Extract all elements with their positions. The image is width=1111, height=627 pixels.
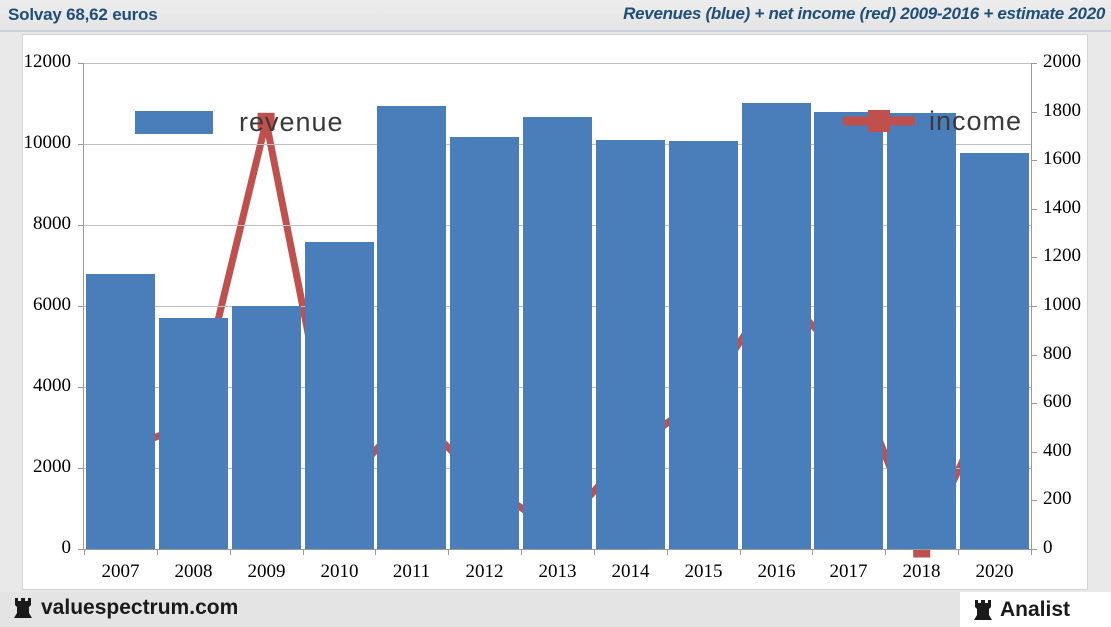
bar-revenue[interactable]: [814, 112, 883, 549]
category-axis-tick: [1031, 549, 1032, 555]
legend-revenue-label: revenue: [239, 107, 344, 137]
right-axis-label: 1200: [1043, 245, 1081, 266]
category-axis-tick: [230, 549, 231, 555]
right-axis-tick: [1031, 209, 1037, 210]
brand[interactable]: valuespectrum.com: [12, 595, 238, 621]
category-label: 2009: [247, 561, 286, 582]
right-axis-tick: [1031, 355, 1037, 356]
left-axis-tick: [78, 387, 84, 388]
left-axis-tick: [78, 144, 84, 145]
category-axis-tick: [84, 549, 85, 555]
left-axis-tick: [78, 306, 84, 307]
right-axis-tick: [1031, 549, 1037, 550]
category-axis-tick: [740, 549, 741, 555]
income-marker[interactable]: 2009: 1760: [257, 112, 275, 130]
plot-area: 2007: 4052008: 5202009: 17602010: 245201…: [84, 63, 1031, 558]
analyst-label: Analist: [1000, 597, 1071, 621]
right-axis-tick: [1031, 63, 1037, 64]
chess-rook-icon: [14, 598, 32, 618]
bar-revenue[interactable]: [450, 137, 519, 549]
category-label: 2017: [829, 561, 868, 582]
right-axis-label: 1000: [1043, 294, 1081, 315]
legend-revenue-swatch: [135, 111, 213, 134]
bar-revenue[interactable]: [523, 117, 592, 549]
legend-income-marker-icon: [843, 110, 915, 132]
right-axis-tick: [1031, 452, 1037, 453]
legend-income[interactable]: income: [841, 104, 1022, 138]
gridline: [84, 63, 1031, 64]
category-label: 2012: [465, 561, 504, 582]
right-axis-label: 400: [1043, 440, 1072, 461]
category-axis-tick: [667, 549, 668, 555]
right-axis-tick: [1031, 500, 1037, 501]
category-axis-tick: [594, 549, 595, 555]
left-axis-label: 10000: [23, 132, 72, 153]
right-axis-tick: [1031, 306, 1037, 307]
category-axis-tick: [157, 549, 158, 555]
category-axis-tick: [958, 549, 959, 555]
bar-revenue[interactable]: [887, 113, 956, 549]
bar-revenue[interactable]: [159, 318, 228, 549]
category-axis-tick: [375, 549, 376, 555]
bar-revenue[interactable]: [232, 306, 301, 549]
category-axis-tick: [812, 549, 813, 555]
analyst-badge[interactable]: Analist: [960, 592, 1111, 627]
category-axis-tick: [521, 549, 522, 555]
right-axis-tick: [1031, 403, 1037, 404]
right-axis-label: 600: [1043, 391, 1072, 412]
right-axis-label: 800: [1043, 343, 1072, 364]
right-axis-label: 2000: [1043, 51, 1081, 72]
page-title: Solvay 68,62 euros: [8, 5, 158, 24]
category-axis-tick: [448, 549, 449, 555]
right-axis-tick: [1031, 160, 1037, 161]
category-label: 2010: [320, 561, 359, 582]
bar-revenue[interactable]: [86, 274, 155, 549]
right-axis-label: 200: [1043, 488, 1072, 509]
chart-panel: 2007: 4052008: 5202009: 17602010: 245201…: [22, 34, 1088, 590]
left-axis-label: 4000: [33, 375, 71, 396]
page-subtitle: Revenues (blue) + net income (red) 2009-…: [623, 4, 1105, 23]
left-axis-tick: [78, 468, 84, 469]
category-label: 2020: [975, 561, 1014, 582]
category-label: 2013: [538, 561, 577, 582]
category-label: 2008: [174, 561, 213, 582]
right-axis-tick: [1031, 112, 1037, 113]
header-divider: [0, 30, 1111, 32]
legend-revenue[interactable]: revenue: [135, 107, 344, 138]
right-axis-label: 1800: [1043, 100, 1081, 121]
left-axis-tick: [78, 549, 84, 550]
category-axis: [84, 549, 1032, 550]
left-axis-label: 6000: [33, 294, 71, 315]
left-axis-label: 0: [61, 537, 72, 558]
bar-revenue[interactable]: [596, 140, 665, 549]
category-label: 2007: [101, 561, 140, 582]
category-label: 2016: [757, 561, 796, 582]
category-label: 2018: [902, 561, 941, 582]
bar-revenue[interactable]: [669, 141, 738, 549]
left-axis-tick: [78, 63, 84, 64]
left-axis-label: 12000: [23, 51, 72, 72]
right-axis-label: 0: [1043, 537, 1053, 558]
header-bar: Solvay 68,62 euros Revenues (blue) + net…: [0, 0, 1111, 31]
left-axis-label: 8000: [33, 213, 71, 234]
right-axis-label: 1400: [1043, 197, 1081, 218]
bar-revenue[interactable]: [960, 153, 1029, 549]
bar-revenue[interactable]: [742, 103, 811, 549]
category-label: 2015: [684, 561, 723, 582]
right-axis-tick: [1031, 257, 1037, 258]
left-axis-tick: [78, 225, 84, 226]
category-label: 2011: [392, 561, 431, 582]
right-axis-label: 1600: [1043, 148, 1081, 169]
left-axis-label: 2000: [33, 456, 71, 477]
chess-rook-icon: [974, 599, 992, 620]
bar-revenue[interactable]: [305, 242, 374, 549]
bar-revenue[interactable]: [377, 106, 446, 549]
category-label: 2014: [611, 561, 650, 582]
brand-label: valuespectrum.com: [41, 596, 239, 619]
category-axis-tick: [303, 549, 304, 555]
legend-income-label: income: [929, 105, 1023, 136]
category-axis-tick: [885, 549, 886, 555]
footer-bar: valuespectrum.com Analist: [0, 592, 1111, 627]
